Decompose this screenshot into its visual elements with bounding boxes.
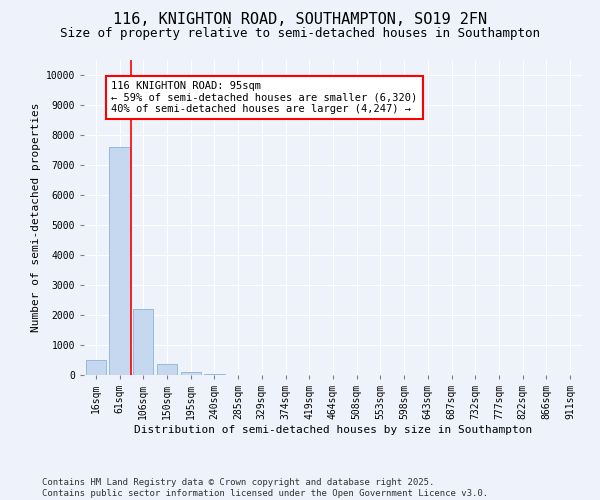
Text: Contains HM Land Registry data © Crown copyright and database right 2025.
Contai: Contains HM Land Registry data © Crown c… — [42, 478, 488, 498]
Bar — [181, 372, 201, 375]
Bar — [86, 360, 106, 375]
Text: 116 KNIGHTON ROAD: 95sqm
← 59% of semi-detached houses are smaller (6,320)
40% o: 116 KNIGHTON ROAD: 95sqm ← 59% of semi-d… — [111, 81, 418, 114]
Bar — [157, 364, 177, 375]
Y-axis label: Number of semi-detached properties: Number of semi-detached properties — [31, 103, 41, 332]
Bar — [133, 309, 154, 375]
Bar — [109, 147, 130, 375]
Text: 116, KNIGHTON ROAD, SOUTHAMPTON, SO19 2FN: 116, KNIGHTON ROAD, SOUTHAMPTON, SO19 2F… — [113, 12, 487, 28]
Text: Size of property relative to semi-detached houses in Southampton: Size of property relative to semi-detach… — [60, 28, 540, 40]
X-axis label: Distribution of semi-detached houses by size in Southampton: Distribution of semi-detached houses by … — [134, 425, 532, 435]
Bar — [205, 374, 224, 375]
